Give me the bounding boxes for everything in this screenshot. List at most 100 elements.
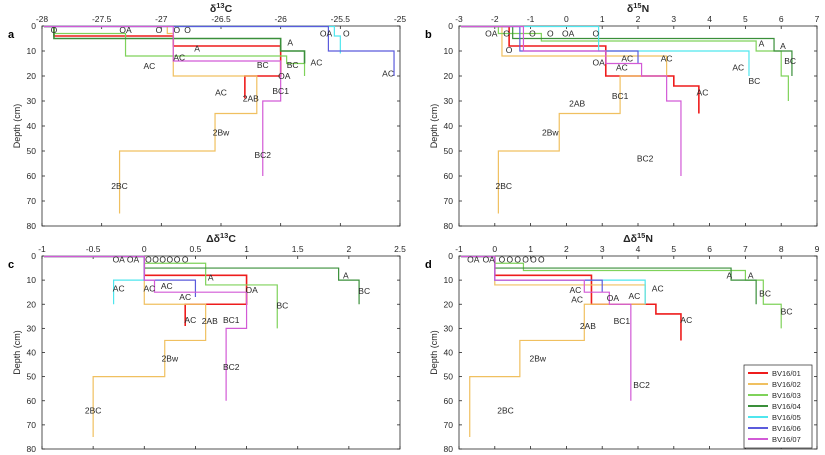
y-tick-label: 20 (27, 299, 37, 309)
panel-letter: c (8, 259, 14, 271)
horizon-label: 2AB (569, 99, 585, 109)
y-tick-label: 40 (444, 348, 454, 358)
x-tick-label: 1 (600, 14, 605, 24)
horizon-label: BC (358, 286, 370, 296)
title-sup: 15 (637, 231, 645, 240)
axis-title: δ15N (627, 1, 649, 15)
horizon-label: 2AB (202, 316, 218, 326)
panel-a: -28 -27.5 -27 -26.5 -26 -25.5 -25 0 10 20 30 40 50 60… (8, 1, 406, 231)
legend-entry: BV16/05 (772, 413, 801, 422)
panel-b: -3 -2 -1 0 1 2 3 4 5 6 701020304050607080δ15NDepth… (425, 1, 820, 231)
horizon-label: O (507, 255, 514, 265)
horizon-label: O (51, 25, 58, 35)
y-tick-label: 80 (444, 444, 454, 454)
x-tick-label: 3 (600, 244, 605, 254)
x-tick-label: -28 (36, 14, 49, 24)
y-tick-label: 20 (27, 71, 37, 81)
horizon-label: AC (161, 281, 173, 291)
x-tick-label: 5 (671, 244, 676, 254)
series-line-bv16-03 (53, 26, 306, 76)
y-tick-label: 80 (444, 221, 454, 231)
axis-title: Δδ13C (206, 231, 236, 245)
x-tick-label: 7 (743, 244, 748, 254)
horizon-label: BC1 (614, 316, 631, 326)
y-tick-label: 50 (444, 146, 454, 156)
horizon-label: AC (697, 87, 709, 97)
horizon-label: 2AB (243, 94, 259, 104)
x-tick-label: -25 (394, 14, 407, 24)
series-line-bv16-03 (497, 26, 789, 101)
x-tick-label: 1 (244, 244, 249, 254)
horizon-label: O (529, 29, 536, 39)
series-line-bv16-06 (519, 26, 639, 64)
horizon-label: AC (621, 54, 633, 64)
horizon-label: 2BC (85, 405, 102, 415)
panel-letter: a (8, 29, 15, 41)
horizon-label: O (174, 255, 181, 265)
y-axis-label: Depth (cm) (12, 330, 22, 375)
panel-letter: d (425, 259, 432, 271)
title-sup: 15 (633, 1, 641, 10)
horizon-label: O (499, 255, 506, 265)
y-tick-label: 10 (444, 46, 454, 56)
legend-entry: BV16/03 (772, 391, 801, 400)
horizon-label: BC2 (633, 380, 650, 390)
title-base: δ (627, 3, 633, 15)
horizon-label: OA (113, 255, 126, 265)
x-tick-label: 0 (564, 14, 569, 24)
horizon-label: A (726, 270, 732, 280)
horizon-label: BC1 (612, 91, 629, 101)
y-tick-label: 0 (31, 251, 36, 261)
y-tick-label: 30 (27, 96, 37, 106)
horizon-label: BC (287, 60, 299, 70)
y-axis-label: Depth (cm) (12, 104, 22, 149)
x-tick-label: 2.5 (394, 244, 406, 254)
series-line-bv16-07 (172, 26, 282, 176)
y-tick-label: 10 (444, 275, 454, 285)
series-line-bv16-06 (327, 26, 395, 76)
series-line-bv16-01 (53, 26, 282, 99)
horizon-label: AC (184, 315, 196, 325)
series-line-bv16-04 (512, 26, 793, 76)
horizon-label: OA (562, 29, 575, 39)
panel-d: -1 0 1 2 3 4 5 6 7 8 901020304050607080Δδ15NDepth … (425, 231, 820, 454)
horizon-label: O (156, 25, 163, 35)
horizon-label: 2Bw (162, 354, 179, 364)
y-tick-label: 0 (448, 251, 453, 261)
horizon-label: AC (652, 284, 664, 294)
horizon-label: BC2 (254, 150, 271, 160)
x-tick-label: -25.5 (331, 14, 351, 24)
horizon-label: 2BC (497, 405, 514, 415)
y-tick-label: 70 (27, 196, 37, 206)
title-tail: C (225, 3, 233, 15)
horizon-label: O (530, 255, 537, 265)
horizon-label: O (184, 25, 191, 35)
y-tick-label: 20 (444, 299, 454, 309)
horizon-label: O (343, 29, 350, 39)
title-tail: C (228, 233, 236, 245)
y-tick-label: 40 (27, 121, 37, 131)
x-tick-label: -2 (491, 14, 499, 24)
y-tick-label: 40 (444, 121, 454, 131)
y-tick-label: 60 (444, 396, 454, 406)
x-tick-label: 3 (671, 14, 676, 24)
x-tick-label: 0.5 (190, 244, 202, 254)
legend-entry: BV16/07 (772, 435, 801, 444)
horizon-label: AC (732, 62, 744, 72)
y-tick-label: 50 (27, 372, 37, 382)
horizon-label: BC2 (223, 362, 240, 372)
x-tick-label: 8 (779, 244, 784, 254)
horizon-label: A (780, 41, 786, 51)
y-tick-label: 70 (444, 196, 454, 206)
horizon-label: OA (320, 29, 333, 39)
horizon-label: AC (143, 61, 155, 71)
title-tail: N (645, 233, 653, 245)
x-tick-label: 0 (492, 244, 497, 254)
horizon-label: O (514, 255, 521, 265)
horizon-label: OA (246, 285, 259, 295)
horizon-label: O (547, 29, 554, 39)
horizon-label: A (194, 44, 200, 54)
x-tick-label: -3 (455, 14, 463, 24)
horizon-label: O (592, 29, 599, 39)
